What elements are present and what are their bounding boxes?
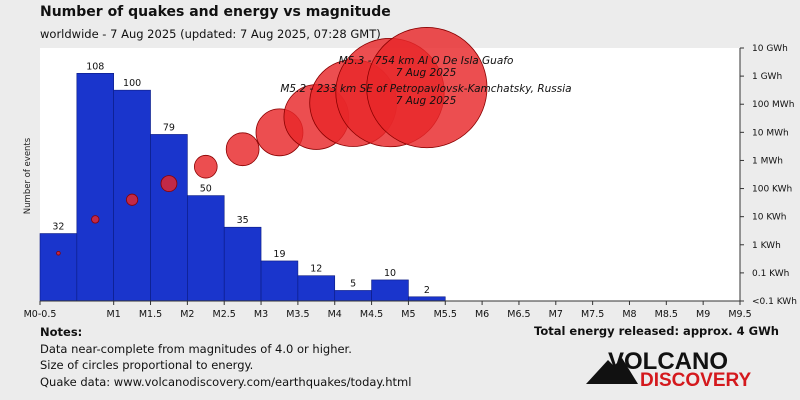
x-tick-label-17: M9 — [696, 309, 710, 320]
y2-tick-label-2: 100 MWh — [752, 100, 794, 110]
bar-label-6: 19 — [273, 249, 285, 260]
x-tick-label-14: M7.5 — [581, 309, 604, 320]
x-tick-label-10: M5.5 — [434, 309, 457, 320]
y2-tick-label-8: 0.1 KWh — [752, 269, 789, 279]
x-tick-label-4: M2.5 — [213, 309, 236, 320]
y2-tick-label-7: 1 KWh — [752, 241, 781, 251]
bar-6 — [260, 260, 299, 302]
bar-label-8: 5 — [350, 278, 356, 289]
bar-label-10: 2 — [424, 285, 430, 296]
chart-subtitle: worldwide - 7 Aug 2025 (updated: 7 Aug 2… — [40, 27, 381, 41]
x-tick-label-15: M8 — [622, 309, 636, 320]
y2-tick-label-3: 10 MWh — [752, 128, 789, 138]
notes-section: Notes: Data near-complete from magnitude… — [40, 324, 411, 390]
bar-5 — [223, 226, 262, 302]
energy-circle-5 — [225, 132, 260, 167]
x-tick-label-5: M3 — [254, 309, 268, 320]
bar-label-3: 79 — [163, 122, 175, 133]
bar-8 — [334, 290, 372, 302]
y2-tick-label-5: 100 KWh — [752, 185, 792, 195]
bar-7 — [297, 275, 336, 302]
y2-tick-label-4: 1 MWh — [752, 156, 783, 166]
bar-10 — [408, 296, 446, 302]
bar-label-7: 12 — [310, 264, 322, 275]
total-energy: Total energy released: approx. 4 GWh — [534, 324, 779, 338]
x-tick-label-6: M3.5 — [286, 309, 309, 320]
energy-circle-4 — [194, 154, 218, 179]
x-tick-label-13: M7 — [549, 309, 563, 320]
bar-0 — [39, 233, 78, 302]
y2-tick-label-9: <0.1 KWh — [752, 297, 797, 307]
x-tick-label-8: M4.5 — [360, 309, 383, 320]
bar-label-5: 35 — [237, 215, 249, 226]
annotation-1-date: 7 Aug 2025 — [396, 95, 457, 107]
energy-circle-0 — [56, 250, 61, 256]
x-tick-label-0: M0-0.5 — [24, 309, 57, 320]
x-tick-label-16: M8.5 — [655, 309, 678, 320]
x-tick-label-7: M4 — [328, 309, 342, 320]
y2-tick-label-1: 1 GWh — [752, 72, 782, 82]
note-line-3: Quake data: www.volcanodiscovery.com/ear… — [40, 374, 412, 389]
annotation-0-location: M5.3 - 754 km Al O De Isla Guafo — [339, 55, 514, 67]
x-tick-label-1: M1 — [107, 309, 121, 320]
bar-label-1: 108 — [86, 61, 104, 72]
notes-heading: Notes: — [40, 325, 83, 339]
note-line-1: Data near-complete from magnitudes of 4.… — [40, 341, 352, 356]
chart-title: Number of quakes and energy vs magnitude — [40, 4, 391, 20]
bar-label-0: 32 — [52, 222, 64, 233]
x-tick-label-12: M6.5 — [507, 309, 530, 320]
y-axis-label: Number of events — [23, 137, 33, 214]
energy-circle-10 — [366, 27, 488, 149]
energy-circle-2 — [126, 193, 139, 206]
bar-9 — [371, 279, 409, 302]
x-tick-label-18: M9.5 — [728, 309, 751, 320]
y2-tick-label-6: 10 KWh — [752, 213, 787, 223]
x-tick-label-11: M6 — [475, 309, 489, 320]
bar-label-9: 10 — [384, 268, 396, 279]
logo-line-1: VOLCANO — [608, 348, 728, 375]
logo-line-2: DISCOVERY — [640, 370, 752, 390]
annotation-0-date: 7 Aug 2025 — [396, 67, 457, 79]
bar-label-4: 50 — [200, 184, 212, 195]
energy-circle-3 — [160, 175, 178, 192]
bar-label-2: 100 — [123, 78, 141, 89]
bar-3 — [150, 134, 188, 302]
y2-tick-label-0: 10 GWh — [752, 44, 788, 54]
annotation-1-location: M5.2 - 233 km SE of Petropavlovsk-Kamcha… — [280, 83, 571, 95]
volcano-logo-icon — [586, 358, 638, 384]
x-tick-label-3: M2 — [180, 309, 194, 320]
x-tick-label-9: M5 — [401, 309, 415, 320]
x-tick-label-2: M1.5 — [139, 309, 162, 320]
bar-1 — [76, 73, 114, 302]
energy-circle-1 — [91, 215, 100, 224]
volcano-discovery-logo: VOLCANO DISCOVERY — [586, 348, 752, 390]
bar-4 — [187, 195, 225, 302]
note-line-2: Size of circles proportional to energy. — [40, 358, 254, 372]
